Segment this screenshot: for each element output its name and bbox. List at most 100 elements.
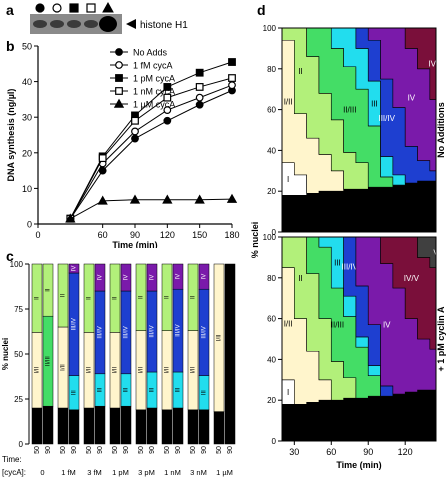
- area-label: IV: [408, 93, 416, 102]
- dna-synthesis-line-chart: 0 10 20 30 40 50 0 60 90 120 150 180 Time (min) DNA s…: [6, 42, 240, 249]
- data-point: [131, 134, 139, 143]
- segment-label: IV: [176, 274, 182, 280]
- legend-marker: [115, 87, 123, 95]
- data-point: [195, 100, 204, 109]
- legend-entry: 1 fM cycA: [133, 61, 173, 71]
- segment-label: I/II: [61, 364, 67, 371]
- bar-segment: [172, 263, 184, 290]
- segment-label: III/IV: [72, 318, 78, 330]
- row-label-time: Time:: [2, 455, 22, 464]
- group-condition-label: 0: [40, 468, 44, 477]
- x-tick-label: 30: [289, 447, 299, 457]
- segment-label: II: [191, 295, 197, 299]
- legend-marker: [115, 48, 123, 56]
- bar-time-label: 90: [97, 446, 104, 454]
- series-line: [69, 90, 233, 219]
- bar-time-label: 90: [149, 446, 156, 454]
- segment-label: IV: [124, 275, 130, 281]
- segment-label: III: [150, 387, 156, 392]
- data-point: [226, 193, 238, 203]
- segment-label: IV: [202, 274, 208, 280]
- segment-label: III/IV: [150, 325, 156, 337]
- segment-label: III: [202, 390, 208, 395]
- plot-frame: [281, 236, 437, 442]
- blot-band: [67, 20, 81, 28]
- segment-label: I/II: [139, 367, 145, 374]
- series-line: [69, 77, 233, 219]
- data-point: [129, 194, 141, 204]
- y-tick-label: 80: [267, 65, 276, 74]
- legend-marker: [113, 98, 125, 108]
- data-point: [163, 93, 172, 102]
- data-point: [195, 93, 204, 102]
- area-label: I/II: [284, 320, 293, 329]
- y-tick-label: 0: [272, 228, 277, 237]
- segment-label: III/IV: [176, 324, 182, 336]
- area-label: II/III: [331, 321, 344, 330]
- data-point: [131, 116, 139, 125]
- panel-title: + 1 pM cyclin A: [436, 306, 446, 371]
- data-point: [228, 74, 236, 82]
- nuclei-stacked-bar-chart: 0 25 50 75 100 % nuclei Time: [cycA]: I/II II 50 II…: [1, 260, 236, 477]
- blot-lane-marker: [102, 1, 114, 13]
- y-tick-label: 0: [19, 440, 24, 449]
- data-point: [228, 58, 236, 66]
- bar-segment: [146, 407, 158, 445]
- bar-segment: [109, 263, 121, 333]
- bar-time-label: 90: [123, 446, 130, 454]
- area-label: III: [371, 99, 378, 108]
- data-point: [65, 213, 76, 223]
- bar-segment: [198, 263, 210, 290]
- x-tick-label: 60: [98, 230, 108, 240]
- bar-time-label: 50: [86, 446, 93, 454]
- y-tick-label: 30: [22, 113, 32, 123]
- segment-label: II: [165, 295, 171, 299]
- bar-segment: [135, 409, 147, 445]
- legend-entry: 1 pM cycA: [133, 74, 175, 84]
- x-tick-label: 60: [326, 447, 336, 457]
- y-tick-label: 50: [14, 350, 23, 359]
- blot-lane-marker: [86, 3, 96, 13]
- y-tick-label: 60: [267, 106, 276, 115]
- bar-time-label: 50: [34, 446, 41, 454]
- panel-letter-b: b: [6, 38, 15, 54]
- data-point: [131, 127, 139, 136]
- western-blot: histone H1: [30, 1, 188, 34]
- legend-entry: 1 nM cycA: [133, 87, 175, 97]
- group-condition-label: 1 µM: [216, 468, 233, 477]
- legend-entry: No Adds: [133, 48, 168, 58]
- segment-label: III/IV: [98, 326, 104, 338]
- group-condition-label: 3 pM: [138, 468, 155, 477]
- group-condition-label: 1 nM: [164, 468, 181, 477]
- panel-letter-d: d: [257, 2, 266, 18]
- bar-segment: [161, 263, 173, 331]
- segment-label: II/III: [46, 356, 52, 366]
- x-tick-label: 150: [192, 230, 207, 240]
- blot-band: [99, 16, 117, 32]
- bar-time-label: 50: [216, 446, 223, 454]
- segment-label: III: [72, 390, 78, 395]
- segment-label: III: [98, 387, 104, 392]
- segment-label: II: [113, 296, 119, 300]
- bar-time-label: 50: [190, 446, 197, 454]
- bar-time-label: 50: [112, 446, 119, 454]
- bar-segment: [68, 409, 80, 445]
- bar-segment: [187, 409, 199, 445]
- data-point: [97, 195, 108, 205]
- y-axis-label: % nuclei: [1, 338, 10, 370]
- bar-time-label: 50: [60, 446, 67, 454]
- y-tick-label: 80: [267, 274, 276, 283]
- bar-segment: [42, 263, 54, 317]
- data-point: [98, 154, 107, 163]
- y-tick-label: 25: [14, 395, 23, 404]
- bar-segment: [68, 263, 80, 274]
- x-axis-label: Time (min): [336, 460, 381, 470]
- y-tick-label: 100: [10, 260, 24, 269]
- blot-band: [50, 20, 64, 28]
- x-tick-label: 90: [363, 447, 373, 457]
- bar-segment: [109, 407, 121, 445]
- y-tick-label: 20: [267, 187, 276, 196]
- nuclei-stage-area-chart: UnlabelledII/IIIIII/IIIIIIIII/IVIVIV/V02…: [250, 24, 446, 470]
- y-tick-label: 100: [263, 233, 277, 242]
- y-tick-label: 100: [263, 24, 277, 33]
